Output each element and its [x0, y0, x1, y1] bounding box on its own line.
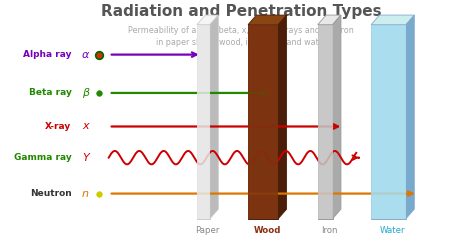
- Bar: [197, 25, 210, 219]
- Bar: [318, 25, 333, 219]
- Text: Y: Y: [82, 153, 89, 163]
- Polygon shape: [406, 15, 414, 219]
- Text: X-ray: X-ray: [46, 122, 72, 131]
- Text: n: n: [82, 188, 89, 199]
- Text: β: β: [82, 88, 89, 98]
- Text: Neutron: Neutron: [30, 189, 72, 198]
- Text: Water: Water: [380, 226, 405, 235]
- Text: Permeability of alpha, beta, x, gamma rays and neutron
in paper sheet, wood, iro: Permeability of alpha, beta, x, gamma ra…: [128, 26, 354, 47]
- Bar: [371, 25, 406, 219]
- Polygon shape: [333, 15, 341, 219]
- Bar: [248, 25, 278, 219]
- Bar: [197, 25, 210, 219]
- Polygon shape: [318, 15, 341, 25]
- Bar: [371, 25, 406, 219]
- Text: Alpha ray: Alpha ray: [23, 50, 72, 59]
- Text: Radiation and Penetration Types: Radiation and Penetration Types: [101, 4, 382, 19]
- Text: Wood: Wood: [254, 226, 281, 235]
- Polygon shape: [210, 15, 219, 219]
- Bar: [318, 25, 333, 219]
- Text: α: α: [82, 50, 89, 60]
- Polygon shape: [248, 15, 287, 25]
- Bar: [248, 25, 278, 219]
- Text: x: x: [82, 121, 89, 132]
- Text: Beta ray: Beta ray: [29, 88, 72, 97]
- Polygon shape: [278, 15, 287, 219]
- Text: Gamma ray: Gamma ray: [14, 153, 72, 162]
- Polygon shape: [197, 15, 219, 25]
- Polygon shape: [371, 15, 414, 25]
- Text: Paper: Paper: [195, 226, 220, 235]
- Text: Iron: Iron: [321, 226, 337, 235]
